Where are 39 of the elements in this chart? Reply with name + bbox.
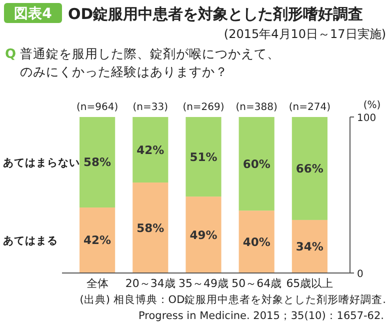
x-tick-label: 全体: [86, 277, 108, 290]
data-label: 66%: [296, 161, 324, 176]
text: (出典) 相良博典：OD錠服用中患者を対象とした剤形嗜好調査. Progress in Medicine. 2015；35(10)：1657-62.: [80, 293, 386, 322]
annotation: (n=269): [182, 102, 224, 113]
bar: [238, 117, 274, 211]
bar: [132, 182, 168, 273]
data-label: 40%: [242, 234, 271, 249]
series-label: あてはまらない: [3, 157, 80, 170]
bar: [186, 117, 222, 197]
x-tick-label: 20～34歳: [125, 277, 176, 290]
data-label: 58%: [136, 220, 165, 235]
text: あてはまる: [3, 235, 58, 248]
data-label: 34%: [296, 239, 324, 254]
bar: [80, 117, 116, 208]
data-label: 51%: [190, 150, 218, 164]
annotation: (n=388): [236, 102, 278, 113]
x-tick-label: 50～64歳: [232, 277, 282, 290]
annotation: (n=33): [132, 102, 168, 113]
y-tick-label: 100: [357, 113, 376, 124]
annotation: (n=964): [76, 102, 118, 113]
text: Q 普通錠を服用した際、錠剤が喉につかえて、のみにくかった経験はありますか？: [5, 46, 280, 79]
bar: [292, 117, 328, 220]
data-label: 42%: [136, 142, 165, 157]
bar: [186, 196, 222, 273]
chart-title: 図表4 OD錠服用中患者を対象とした剤形嗜好調査: [14, 5, 364, 23]
x-tick-label: 35～49歳: [178, 277, 228, 290]
bar: [238, 210, 274, 273]
data-label: 42%: [84, 233, 112, 248]
y-tick-label: 0: [357, 269, 364, 280]
bar: [132, 117, 168, 183]
data-label: 49%: [190, 228, 218, 242]
bar: [292, 220, 328, 273]
bar: [80, 207, 116, 273]
x-tick-label: 65歳以上: [286, 277, 334, 290]
data-label: 58%: [84, 155, 112, 170]
y-axis-title: (%): [363, 100, 381, 111]
chart-subtitle: (2015年4月10日～17日実施): [224, 27, 386, 41]
data-label: 60%: [242, 156, 271, 171]
annotation: (n=274): [288, 102, 331, 113]
